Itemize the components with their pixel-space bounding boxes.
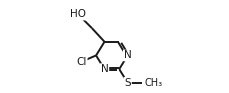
Text: N: N (124, 50, 131, 60)
Text: Cl: Cl (76, 57, 87, 67)
Text: CH₃: CH₃ (144, 78, 163, 88)
Text: N: N (101, 64, 108, 74)
Text: HO: HO (70, 9, 86, 19)
Text: S: S (124, 78, 131, 88)
